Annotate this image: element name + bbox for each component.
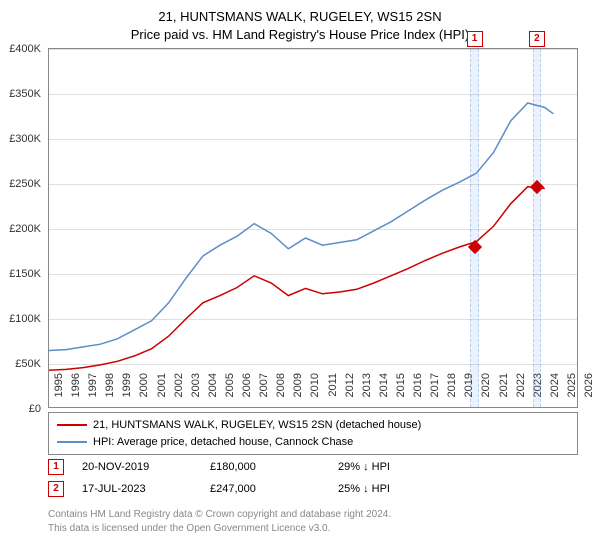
y-axis-label: £300K	[9, 133, 41, 145]
y-axis-label: £200K	[9, 223, 41, 235]
y-axis-label: £350K	[9, 88, 41, 100]
y-axis-label: £400K	[9, 43, 41, 55]
legend-swatch-property	[57, 424, 87, 426]
footer-line-1: Contains HM Land Registry data © Crown c…	[48, 508, 578, 522]
legend-swatch-hpi	[57, 441, 87, 443]
y-axis-label: £150K	[9, 268, 41, 280]
annotation-price-1: £180,000	[210, 461, 320, 473]
annotation-date-1: 20-NOV-2019	[82, 461, 192, 473]
y-axis-label: £0	[29, 403, 41, 415]
chart-plot-area: £0£50K£100K£150K£200K£250K£300K£350K£400…	[48, 48, 578, 408]
annotation-row-2: 2 17-JUL-2023 £247,000 25% ↓ HPI	[48, 478, 578, 500]
annotation-marker-2: 2	[48, 481, 64, 497]
annotations-area: 1 20-NOV-2019 £180,000 29% ↓ HPI 2 17-JU…	[48, 456, 578, 500]
chart-lines	[49, 49, 579, 409]
series-line-property	[49, 187, 545, 371]
y-axis-label: £50K	[15, 358, 41, 370]
annotation-marker-1: 1	[48, 459, 64, 475]
title-line-1: 21, HUNTSMANS WALK, RUGELEY, WS15 2SN	[0, 8, 600, 26]
y-axis-label: £100K	[9, 313, 41, 325]
annotation-row-1: 1 20-NOV-2019 £180,000 29% ↓ HPI	[48, 456, 578, 478]
legend-label-property: 21, HUNTSMANS WALK, RUGELEY, WS15 2SN (d…	[93, 417, 421, 434]
marker-label: 1	[467, 31, 483, 47]
legend-row-hpi: HPI: Average price, detached house, Cann…	[57, 434, 569, 451]
annotation-price-2: £247,000	[210, 483, 320, 495]
legend-label-hpi: HPI: Average price, detached house, Cann…	[93, 434, 353, 451]
footer-line-2: This data is licensed under the Open Gov…	[48, 522, 578, 536]
annotation-diff-1: 29% ↓ HPI	[338, 461, 448, 473]
title-line-2: Price paid vs. HM Land Registry's House …	[0, 26, 600, 44]
legend-box: 21, HUNTSMANS WALK, RUGELEY, WS15 2SN (d…	[48, 412, 578, 455]
chart-container: 21, HUNTSMANS WALK, RUGELEY, WS15 2SN Pr…	[0, 0, 600, 560]
x-axis-label: 2026	[583, 373, 595, 413]
marker-label: 2	[529, 31, 545, 47]
footer: Contains HM Land Registry data © Crown c…	[48, 508, 578, 536]
title-area: 21, HUNTSMANS WALK, RUGELEY, WS15 2SN Pr…	[0, 0, 600, 48]
legend-row-property: 21, HUNTSMANS WALK, RUGELEY, WS15 2SN (d…	[57, 417, 569, 434]
annotation-date-2: 17-JUL-2023	[82, 483, 192, 495]
annotation-diff-2: 25% ↓ HPI	[338, 483, 448, 495]
y-axis-label: £250K	[9, 178, 41, 190]
series-line-hpi	[49, 103, 553, 351]
